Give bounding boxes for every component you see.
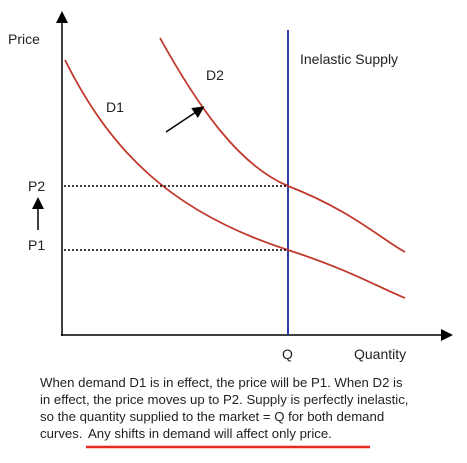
x-axis-label: Quantity bbox=[354, 346, 406, 362]
quantity-label: Q bbox=[282, 346, 293, 362]
supply-label: Inelastic Supply bbox=[300, 51, 398, 67]
demand-curve-d1 bbox=[64, 59, 406, 299]
demand-curve-d2 bbox=[159, 37, 406, 253]
shift-arrow bbox=[165, 106, 205, 133]
d2-label: D2 bbox=[206, 67, 224, 83]
caption-line: curves. bbox=[40, 426, 83, 441]
caption-line: so the quantity supplied to the market =… bbox=[40, 409, 384, 424]
d1-label: D1 bbox=[106, 99, 124, 115]
caption-line: When demand D1 is in effect, the price w… bbox=[40, 375, 403, 390]
caption-highlight: Any shifts in demand will affect only pr… bbox=[88, 426, 332, 441]
caption-line: in effect, the price moves up to P2. Sup… bbox=[40, 392, 408, 407]
p2-label: P2 bbox=[28, 178, 45, 194]
p1-label: P1 bbox=[28, 237, 45, 253]
y-axis-label: Price bbox=[8, 31, 40, 47]
